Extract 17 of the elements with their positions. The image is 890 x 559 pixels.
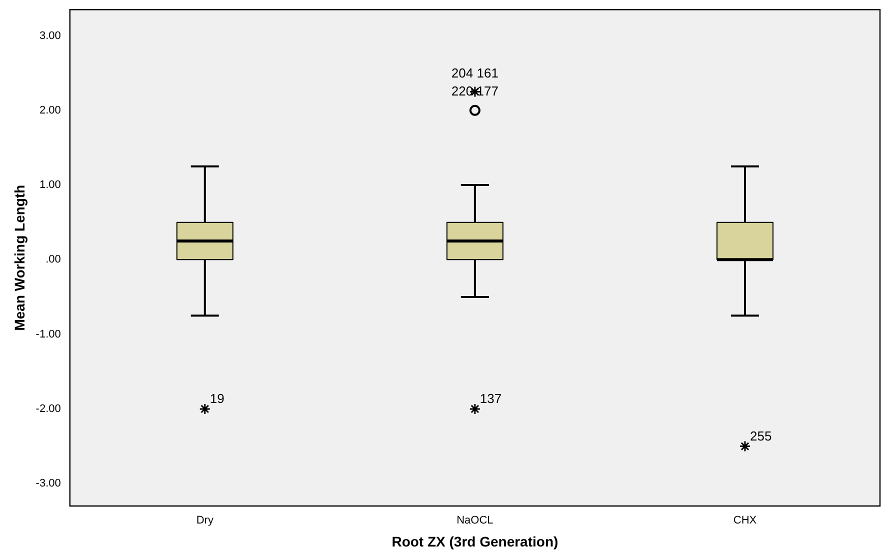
y-tick-label: 2.00: [39, 104, 61, 116]
annotation: 19: [210, 390, 224, 406]
y-tick-label: 1.00: [39, 179, 61, 192]
annotation: 137: [480, 390, 502, 406]
y-tick-label: .00: [46, 254, 61, 266]
y-tick-label: -3.00: [36, 478, 61, 490]
y-axis-title: Mean Working Length: [11, 184, 28, 331]
annotation: 255: [750, 428, 772, 444]
y-tick-label: 3.00: [39, 30, 61, 42]
annotation: 204 161: [451, 66, 498, 81]
x-tick-label: NaOCL: [456, 514, 494, 527]
x-tick-label: CHX: [733, 514, 758, 527]
annotation: 220 177: [451, 84, 498, 99]
x-tick-label: Dry: [196, 514, 214, 527]
y-tick-label: -2.00: [36, 402, 61, 415]
x-axis-title: Root ZX (3rd Generation): [392, 533, 558, 550]
y-tick-label: -1.00: [36, 328, 61, 340]
